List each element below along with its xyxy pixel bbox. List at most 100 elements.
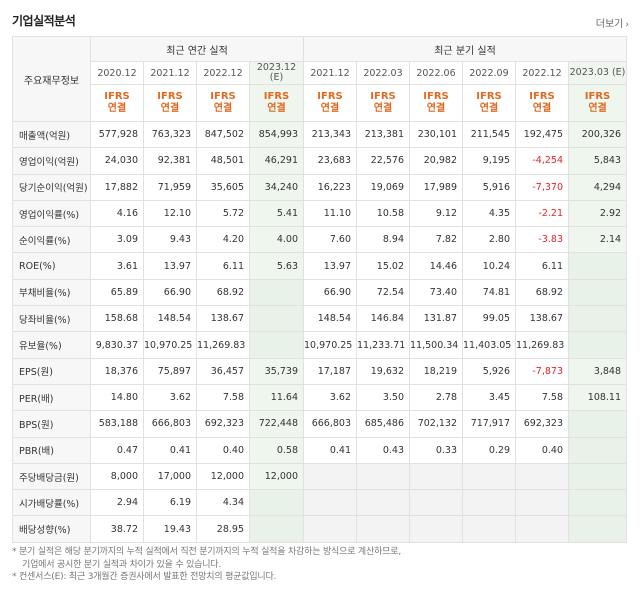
consolidated-label: 연결 — [373, 103, 393, 114]
row-label: ROE(%) — [12, 252, 91, 280]
table-cell — [567, 252, 628, 280]
table-cell: 13.97 — [143, 252, 197, 280]
table-row: 유보율(%) 9,830.37 10,970.25 11,269.83 10,970.2… — [12, 331, 628, 359]
table-row: PER(배) 14.80 3.62 7.58 11.64 3.62 3.50 2.78 3.45… — [12, 383, 628, 412]
table-cell: 34,240 — [249, 173, 304, 201]
table-cell: 702,132 — [409, 410, 463, 438]
table-cell: 36,457 — [196, 357, 250, 385]
quarter-group-header: 최근 분기 실적 — [302, 36, 628, 62]
table-cell: -7,873 — [515, 357, 569, 385]
row-label: 주당배당금(원) — [12, 462, 91, 491]
table-row: 매출액(억원) 577,928 763,323 847,502 854,993 213,3… — [12, 120, 628, 149]
ifrs-label: IFRS — [263, 91, 290, 102]
table-cell: 3.61 — [90, 252, 144, 280]
table-cell: 138.67 — [515, 305, 569, 333]
table-cell: 583,188 — [90, 410, 144, 438]
table-cell: 717,917 — [462, 410, 516, 438]
footnote: * 분기 실적은 해당 분기까지의 누적 실적에서 직전 분기까지의 누적 실적… — [12, 547, 401, 557]
row-label: PBR(배) — [12, 436, 91, 464]
table-cell: 0.40 — [515, 436, 569, 464]
footnote: 기업에서 공시한 분기 실적과 차이가 있을 수 있습니다. — [22, 559, 222, 570]
table-cell: 0.43 — [356, 436, 410, 464]
table-cell: 48,501 — [196, 147, 250, 175]
table-cell: 2.92 — [567, 199, 628, 228]
consolidated-label: 연결 — [426, 103, 446, 114]
table-cell — [462, 515, 516, 543]
table-cell — [409, 489, 463, 517]
table-cell: 211,545 — [462, 120, 516, 149]
more-link[interactable]: 더보기 › — [596, 15, 629, 30]
table-cell: 2.80 — [462, 226, 516, 254]
table-cell: 19,632 — [356, 357, 410, 385]
table-cell — [303, 462, 357, 491]
table-cell: 35,739 — [249, 357, 304, 385]
ifrs-label: IFRS — [476, 91, 502, 102]
table-cell: 92,381 — [143, 147, 197, 175]
table-cell: 5,843 — [567, 147, 628, 175]
table-cell: 19.43 — [143, 515, 197, 543]
table-cell — [462, 462, 516, 491]
table-row: 당기순이익(억원) 17,882 71,959 35,605 34,240 16,223 1… — [12, 173, 628, 201]
period-header: 2021.12 — [303, 61, 357, 85]
table-cell: 213,381 — [356, 120, 410, 149]
table-row: 당좌비율(%) 158.68 148.54 138.67 148.54 146.84 131… — [12, 305, 628, 333]
table-cell: 23,683 — [303, 147, 357, 175]
row-label: 당좌비율(%) — [12, 305, 91, 333]
accounting-standard-header: IFRS 연결 — [90, 84, 144, 122]
accounting-standard-header: IFRS 연결 — [303, 84, 357, 122]
period-header: 2022.06 — [409, 61, 463, 85]
table-cell: 17,000 — [143, 462, 197, 491]
table-row: 시가배당률(%) 2.94 6.19 4.34 — [12, 489, 628, 517]
table-cell: 3.09 — [90, 226, 144, 254]
consolidated-label: 연결 — [532, 103, 552, 114]
table-cell: 15.02 — [356, 252, 410, 280]
table-cell — [567, 489, 628, 517]
ifrs-label: IFRS — [370, 91, 396, 102]
table-cell: 5.72 — [196, 199, 250, 228]
table-cell: 0.58 — [249, 436, 304, 464]
ifrs-label: IFRS — [584, 91, 611, 102]
ifrs-label: IFRS — [317, 91, 343, 102]
table-cell: 2.14 — [567, 226, 628, 254]
table-cell: 9.43 — [143, 226, 197, 254]
period-header: 2022.12 — [515, 61, 569, 85]
table-cell: 6.19 — [143, 489, 197, 517]
table-cell — [249, 331, 304, 359]
table-cell: 18,376 — [90, 357, 144, 385]
table-cell — [303, 489, 357, 517]
table-cell — [515, 489, 569, 517]
accounting-standard-header: IFRS 연결 — [356, 84, 410, 122]
table-row: EPS(원) 18,376 75,897 36,457 35,739 17,187 19,6… — [12, 357, 628, 385]
table-cell: 685,486 — [356, 410, 410, 438]
table-row: 배당성향(%) 38.72 19.43 28.95 — [12, 515, 628, 543]
table-cell: 2.78 — [409, 383, 463, 412]
table-cell: 3.62 — [303, 383, 357, 412]
ifrs-label: IFRS — [210, 91, 236, 102]
table-cell: 66.90 — [303, 278, 357, 307]
table-cell: 854,993 — [249, 120, 304, 149]
table-cell: 7.82 — [409, 226, 463, 254]
table-cell: 192,475 — [515, 120, 569, 149]
estimate-mark: (E) — [269, 72, 284, 83]
accounting-standard-header: IFRS 연결 — [196, 84, 250, 122]
table-cell: -7,370 — [515, 173, 569, 201]
table-cell: 75,897 — [143, 357, 197, 385]
row-label: 배당성향(%) — [12, 515, 91, 543]
table-cell: 4.16 — [90, 199, 144, 228]
table-cell — [567, 436, 628, 464]
table-cell — [567, 278, 628, 307]
financial-table: 주요재무정보 최근 연간 실적 최근 분기 실적 2020.12 2021.12… — [12, 36, 628, 543]
table-cell — [462, 489, 516, 517]
table-cell — [567, 462, 628, 491]
table-cell — [249, 489, 304, 517]
period-header-year: 2023.12 — [256, 62, 297, 73]
table-cell: 99.05 — [462, 305, 516, 333]
footnote: * 컨센서스(E): 최근 3개월간 증권사에서 발표한 전망치의 평균값입니다… — [12, 572, 277, 582]
ifrs-label: IFRS — [423, 91, 449, 102]
ifrs-label: IFRS — [104, 91, 130, 102]
table-row: 부채비율(%) 65.89 66.90 68.92 66.90 72.54 73.40 74.… — [12, 278, 628, 307]
table-cell: 10,970.25 — [303, 331, 357, 359]
ifrs-label: IFRS — [157, 91, 183, 102]
table-cell: 17,989 — [409, 173, 463, 201]
table-cell: 68.92 — [196, 278, 250, 307]
